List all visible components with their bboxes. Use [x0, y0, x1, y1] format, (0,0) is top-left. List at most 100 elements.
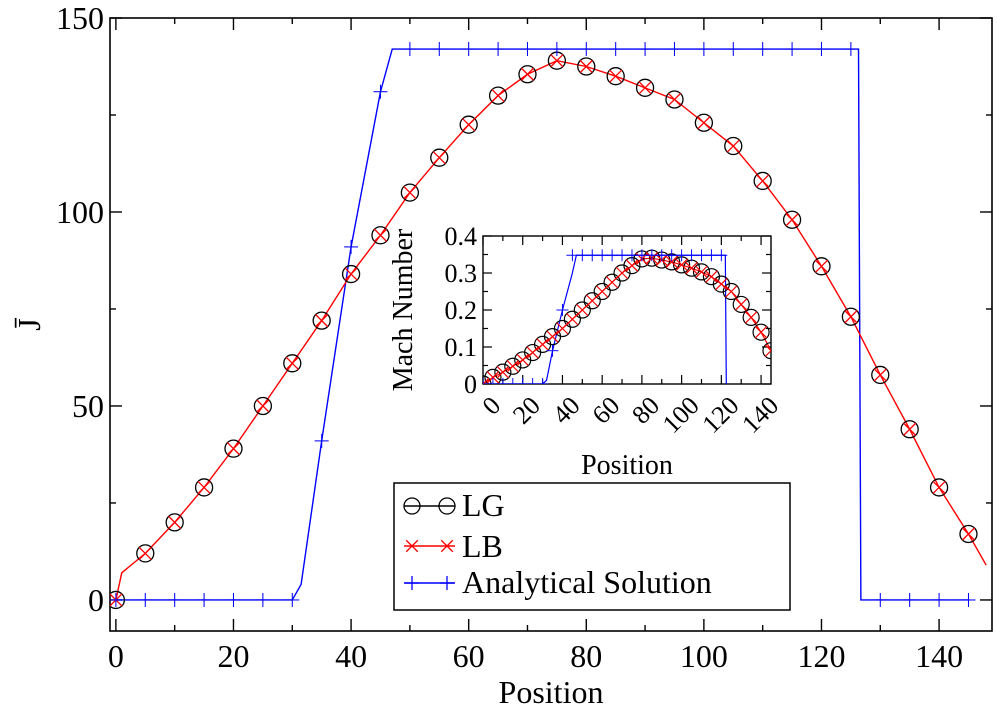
main-analytical-point [226, 592, 241, 607]
main-analytical-point [432, 42, 447, 57]
inset-plot-area [483, 249, 771, 384]
main-lg-point [606, 67, 625, 86]
main-y-tick-label: 0 [88, 582, 104, 618]
main-analytical-point [402, 42, 417, 57]
main-analytical-point [873, 592, 888, 607]
main-lb-point [961, 527, 976, 541]
inset-lg-point [553, 319, 572, 338]
inset-lb-point [516, 353, 529, 367]
inset-lb-point [665, 255, 678, 269]
main-lg-point [518, 65, 537, 84]
inset-lb-point [526, 346, 539, 359]
main-analytical-point [696, 42, 711, 57]
main-analytical-point [667, 42, 682, 57]
main-lg-point [635, 78, 655, 97]
inset-lg-point [762, 342, 771, 360]
main-lg-point [900, 420, 919, 439]
main-analytical-point [491, 42, 506, 57]
main-analytical-point [110, 592, 123, 607]
inset-lb-point [536, 338, 549, 351]
main-x-tick-label: 120 [797, 638, 845, 674]
main-lg-point [782, 210, 802, 229]
main-analytical-point [785, 42, 800, 57]
main-lg-point [224, 439, 243, 458]
main-lg-point [841, 307, 861, 326]
main-analytical-point [373, 84, 388, 99]
main-lb-point [285, 356, 299, 370]
main-analytical-point [255, 592, 270, 607]
inset-lb-point [506, 360, 519, 373]
main-lg-point [341, 264, 361, 284]
inset-analytical-point [516, 378, 529, 384]
inset-analytical-point [526, 378, 539, 384]
main-lb-point [315, 314, 329, 328]
main-lb-point [579, 59, 593, 74]
main-lb-point [520, 67, 535, 81]
legend-marker-lb [440, 539, 454, 553]
main-x-tick-label: 20 [217, 638, 249, 674]
inset-lb-point [764, 344, 771, 357]
legend-label-analytical: Analytical Solution [462, 564, 712, 600]
main-lb-point [168, 515, 182, 529]
main-analytical-point [814, 42, 829, 57]
inset-analytical-point [715, 249, 728, 262]
inset-lb-point [754, 326, 768, 339]
main-analytical-point [932, 592, 947, 607]
inset-plot: 0 20 40 60 8010012014000.10.20.30.4PositionM… [388, 222, 784, 481]
main-lb-point [667, 92, 682, 107]
inset-y-tick-label: 0.1 [445, 333, 478, 362]
main-analytical-point [843, 42, 858, 57]
legend-marker-analytical-solution [405, 576, 419, 590]
main-lg-point [110, 590, 126, 610]
inset-y-tick-label: 0.3 [445, 259, 478, 288]
main-lb-point [373, 228, 388, 242]
main-lb-point [785, 213, 799, 227]
main-lg-point [194, 478, 214, 497]
main-analytical-point [902, 592, 917, 607]
inset-lb-point [486, 371, 500, 384]
legend-marker-lb [405, 539, 419, 553]
inset-y-tick-label: 0.2 [445, 296, 478, 325]
main-analytical-point [461, 42, 476, 57]
main-x-tick-label: 0 [108, 638, 124, 674]
main-analytical-point [549, 42, 564, 57]
inset-lb-point [685, 262, 698, 275]
main-lg-point [283, 354, 302, 373]
main-lb-point [609, 69, 623, 83]
inset-y-tick-label: 0.4 [445, 222, 478, 251]
inset-lg-point [603, 273, 621, 291]
inset-lg-point [752, 323, 770, 341]
main-analytical-point [314, 433, 329, 448]
main-plot-area [110, 42, 987, 610]
main-lb-point [462, 118, 476, 132]
inset-lg-point [573, 301, 591, 319]
inset-lb-point [615, 266, 629, 280]
inset-lb-point [715, 277, 728, 291]
inset-y-axis-label: Mach Number [388, 228, 419, 391]
inset-lg-point [593, 282, 611, 301]
main-analytical-point [520, 42, 535, 57]
main-lg-point [871, 365, 890, 385]
inset-lg-point [484, 368, 502, 384]
main-lb-point [756, 174, 770, 188]
main-analytical-point [285, 592, 300, 607]
main-lb-point [432, 151, 446, 165]
main-lg-point [400, 183, 420, 202]
main-lg-point [312, 311, 331, 330]
inset-y-tick-label: 0 [464, 370, 477, 399]
inset-lg-point [742, 308, 760, 326]
inset-lg-point [692, 263, 711, 281]
main-lg-point [371, 226, 390, 245]
inset-lb-point [675, 258, 688, 272]
main-analytical-point [344, 239, 359, 254]
main-lg-point [724, 136, 743, 156]
legend-label-lg: LG [462, 487, 505, 523]
inset-x-axis-label: Position [581, 450, 673, 481]
main-lb-point [844, 310, 858, 324]
main-x-axis-label: Position [499, 674, 604, 709]
main-analytical-point [961, 592, 976, 607]
main-analytical-point [138, 592, 153, 607]
main-lb-point [873, 368, 887, 382]
main-lb-point [932, 480, 946, 495]
